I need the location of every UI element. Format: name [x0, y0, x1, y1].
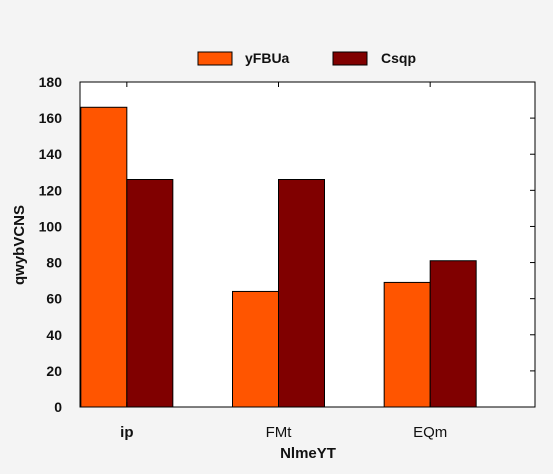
- y-tick-label: 60: [46, 291, 62, 307]
- y-tick-label: 140: [39, 146, 63, 162]
- legend-label-series-1: yFBUa: [245, 50, 290, 66]
- x-tick-label: ip: [120, 424, 133, 441]
- y-axis-ticks: 0 20 40 60 80 100 120 140 160 180: [39, 74, 535, 415]
- y-tick-label: 160: [39, 110, 63, 126]
- y-tick-label: 180: [39, 74, 63, 90]
- legend-label-series-2: Csqp: [381, 50, 416, 66]
- bar-Csqp-FMt: [278, 179, 325, 408]
- y-tick-label: 80: [46, 255, 62, 271]
- bar-yFBUa-ip: [80, 106, 128, 408]
- x-axis-title: NlmeYT: [280, 445, 336, 462]
- x-tick-label: FMt: [266, 424, 293, 441]
- y-axis-title: qwybVCNS: [11, 205, 28, 285]
- y-tick-label: 120: [39, 182, 63, 198]
- x-tick-label: EQm: [413, 424, 447, 441]
- legend-swatch-series-1: [197, 51, 233, 66]
- legend-swatch-series-2: [332, 51, 368, 66]
- plot-frame: [79, 81, 536, 408]
- bars: [80, 106, 477, 408]
- x-axis-tick-labels: ip FMt EQm: [120, 82, 447, 441]
- bar-yFBUa-EQm: [383, 281, 431, 408]
- y-tick-label: 0: [54, 399, 62, 415]
- y-tick-label: 20: [46, 363, 62, 379]
- y-tick-label: 100: [39, 218, 63, 234]
- y-tick-label: 40: [46, 327, 62, 343]
- bar-yFBUa-FMt: [232, 290, 279, 408]
- bar-Csqp-EQm: [429, 260, 477, 408]
- legend: yFBUa Csqp: [197, 50, 416, 66]
- bar-Csqp-ip: [126, 179, 174, 408]
